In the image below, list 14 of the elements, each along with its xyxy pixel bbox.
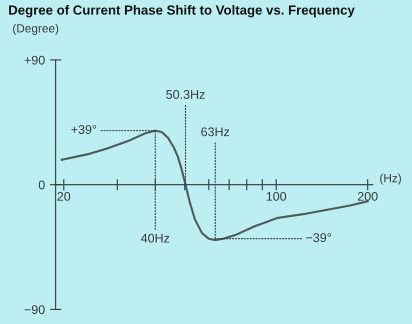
x-tick-label: 200 xyxy=(358,192,378,201)
annotation: 50.3Hz xyxy=(166,90,205,99)
x-tick-label: 20 xyxy=(57,192,70,201)
annotation: 40Hz xyxy=(140,234,170,243)
y-axis-title: (Degree) xyxy=(13,24,58,35)
x-tick-label: 100 xyxy=(266,192,286,201)
annotation: 63Hz xyxy=(201,127,230,136)
y-tick-label: −90 xyxy=(24,305,45,314)
y-tick-label: +90 xyxy=(24,56,45,65)
y-tick-label: 0 xyxy=(38,180,45,190)
chart-title: Degree of Current Phase Shift to Voltage vs. Frequency xyxy=(9,5,355,18)
annotation: +39° xyxy=(71,125,96,134)
annotation: −39° xyxy=(306,233,331,242)
x-axis-title: (Hz) xyxy=(380,174,401,185)
